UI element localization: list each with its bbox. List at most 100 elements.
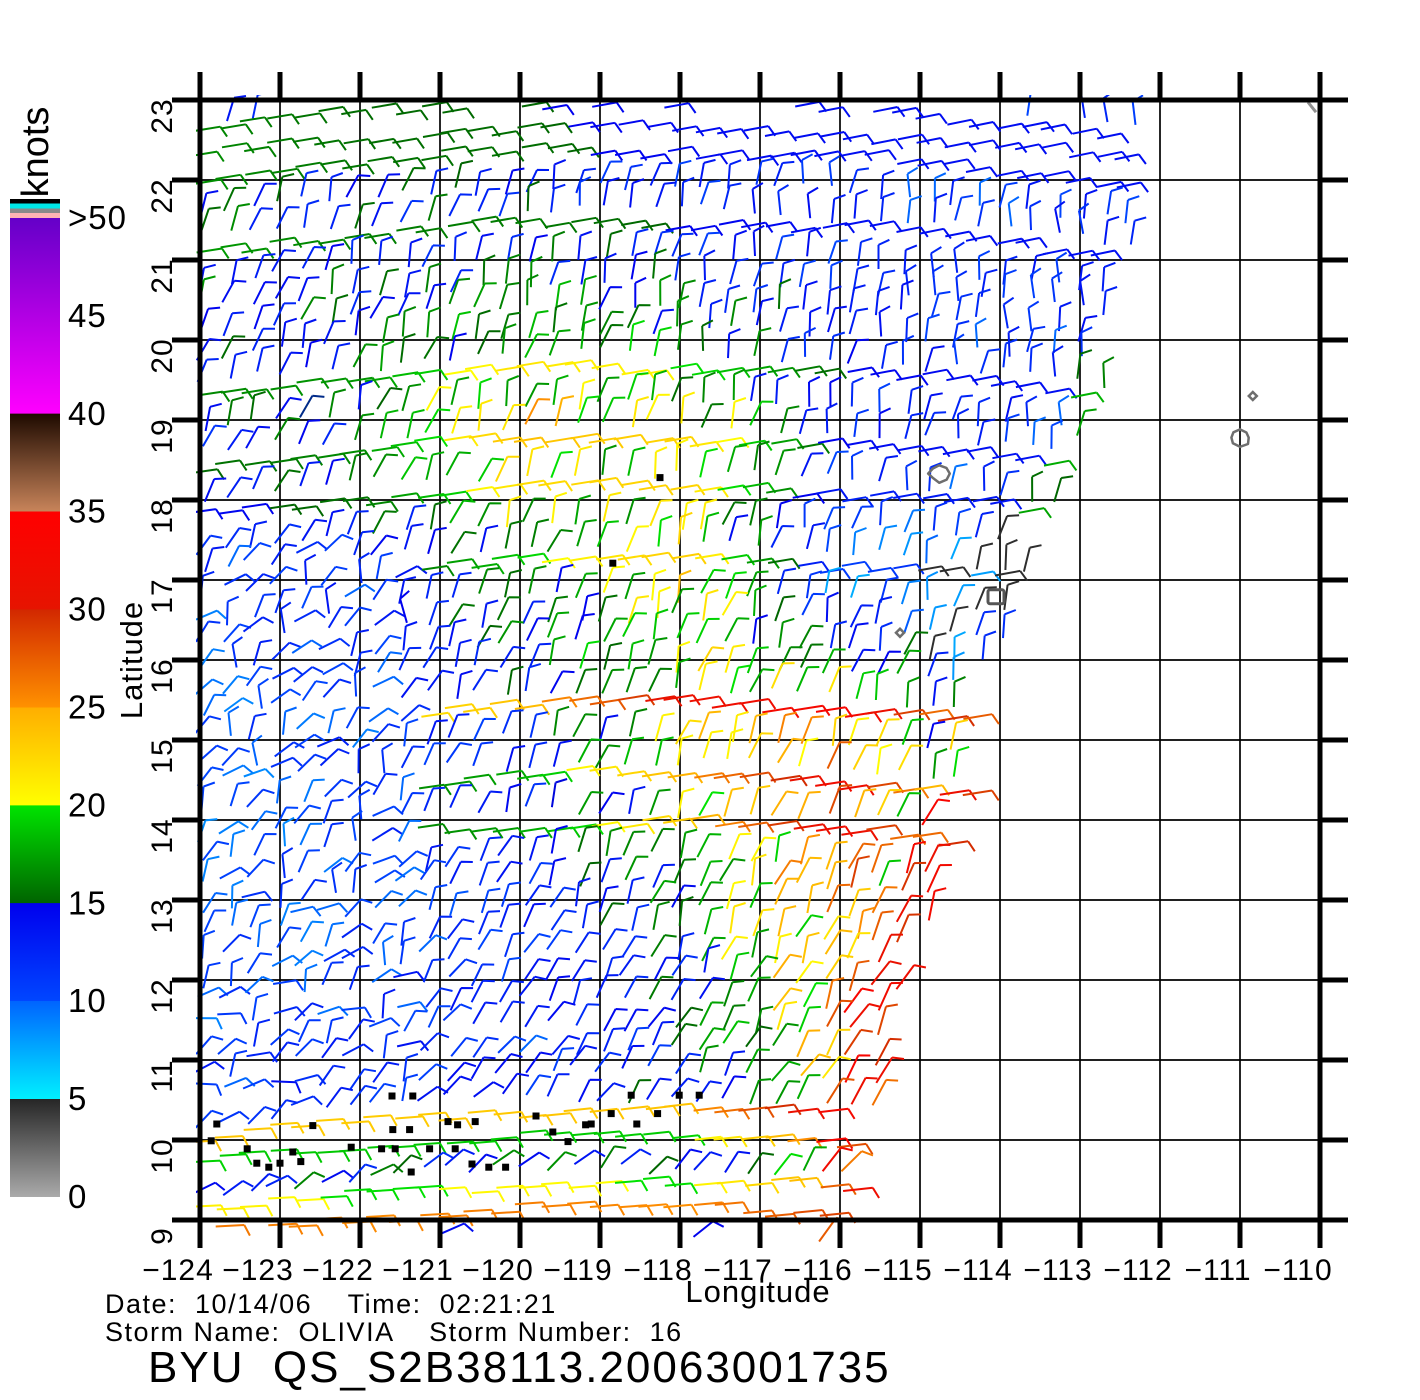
- wind-vector: [847, 717, 870, 746]
- wind-vector: [594, 1051, 622, 1073]
- wind-vector: [817, 437, 851, 449]
- wind-vector: [589, 1107, 625, 1120]
- wind-vector: [854, 788, 877, 818]
- wind-vector: [580, 256, 598, 285]
- wind-vector: [421, 565, 455, 577]
- wind-vector: [949, 463, 968, 490]
- wind-vector: [728, 514, 749, 542]
- wind-vector: [841, 829, 879, 841]
- wind-vector: [795, 914, 824, 938]
- wind-vector: [943, 496, 976, 509]
- wind-vector: [814, 367, 848, 380]
- wind-vector: [401, 167, 426, 191]
- wind-vector: [974, 317, 987, 348]
- wind-vector: [917, 159, 950, 172]
- wind-vector: [398, 819, 422, 842]
- wind-vector: [245, 573, 275, 592]
- wind-vector: [1007, 196, 1020, 227]
- wind-vector: [1082, 188, 1098, 219]
- wind-vector: [676, 295, 690, 327]
- wind-vector: [826, 741, 852, 770]
- wind-vector: [896, 649, 922, 674]
- wind-vector: [689, 440, 725, 453]
- wind-vector: [1052, 324, 1068, 354]
- wind-vector: [926, 571, 939, 600]
- wind-vector: [317, 1005, 349, 1017]
- wind-vector: [492, 436, 528, 448]
- wind-vector: [933, 192, 948, 223]
- island-contour: [1230, 428, 1250, 449]
- wind-vector: [229, 350, 248, 379]
- wind-vector: [953, 631, 966, 660]
- wind-vector: [997, 169, 1030, 181]
- wind-vector: [368, 1082, 397, 1103]
- wind-vector: [574, 613, 595, 640]
- wind-vector: [464, 363, 500, 376]
- wind-vector: [949, 605, 969, 632]
- wind-vector: [499, 902, 521, 928]
- wind-vector: [257, 677, 269, 709]
- wind-vector: [578, 176, 592, 206]
- wind-vector: [874, 1037, 902, 1066]
- wind-vector: [601, 396, 626, 423]
- wind-vector: [279, 901, 301, 926]
- y-tick-labels: 9 10 11 12 13 14 15 16 17 18 19 20 21 22 23: [146, 98, 179, 1245]
- wind-vector: [770, 662, 795, 689]
- rain-flag-dot: [388, 1092, 396, 1100]
- wind-vector: [276, 926, 302, 949]
- wind-vector: [653, 446, 668, 479]
- wind-vector: [427, 669, 455, 691]
- wind-vector: [588, 437, 624, 449]
- wind-vector: [390, 441, 425, 453]
- wind-vector: [651, 369, 667, 401]
- rain-flag-dot: [471, 1118, 479, 1126]
- wind-vector: [470, 963, 495, 987]
- wind-vector: [463, 706, 498, 719]
- wind-vector: [467, 1109, 503, 1122]
- wind-vector: [829, 259, 843, 289]
- wind-vector: [549, 259, 571, 285]
- wind-vector: [341, 108, 374, 121]
- wind-vector: [1124, 195, 1140, 224]
- wind-vector: [405, 504, 427, 531]
- wind-vector: [648, 975, 674, 1000]
- wind-vector: [331, 861, 343, 893]
- wind-vector: [221, 747, 251, 767]
- rain-flag-dot: [253, 1159, 261, 1167]
- wind-vector: [304, 553, 317, 585]
- wind-vector: [447, 918, 475, 940]
- wind-vector: [638, 484, 674, 496]
- wind-vector: [501, 709, 524, 734]
- wind-vector: [1077, 315, 1098, 342]
- wind-vector: [745, 1048, 770, 1074]
- wind-vector: [596, 376, 620, 403]
- wind-vector: [381, 742, 394, 774]
- wind-vector: [321, 961, 344, 986]
- x-tick-label: −112: [1103, 1254, 1172, 1287]
- wind-vector: [602, 928, 628, 951]
- wind-vector: [320, 1195, 354, 1208]
- wind-vector: [904, 412, 924, 439]
- wind-vector: [727, 328, 741, 359]
- wind-vector: [548, 857, 567, 886]
- wind-vector: [414, 368, 449, 381]
- wind-vector: [1002, 338, 1018, 368]
- wind-vector: [547, 826, 581, 838]
- wind-vector: [898, 744, 924, 771]
- wind-vector: [624, 163, 643, 191]
- wind-vector: [847, 842, 876, 870]
- wind-vector: [276, 173, 295, 202]
- wind-vector: [850, 855, 870, 888]
- wind-vector: [196, 1181, 226, 1194]
- wind-vector: [774, 448, 796, 476]
- wind-vector: [325, 508, 345, 537]
- wind-vector: [677, 319, 694, 350]
- wind-vector: [514, 1201, 551, 1214]
- wind-vector: [378, 235, 394, 265]
- rain-flag-dot: [276, 1159, 284, 1167]
- wind-vector: [250, 810, 278, 831]
- wind-vector: [247, 712, 267, 740]
- wind-vector: [614, 149, 648, 161]
- wind-vector: [552, 1047, 575, 1072]
- wind-vector: [249, 390, 266, 421]
